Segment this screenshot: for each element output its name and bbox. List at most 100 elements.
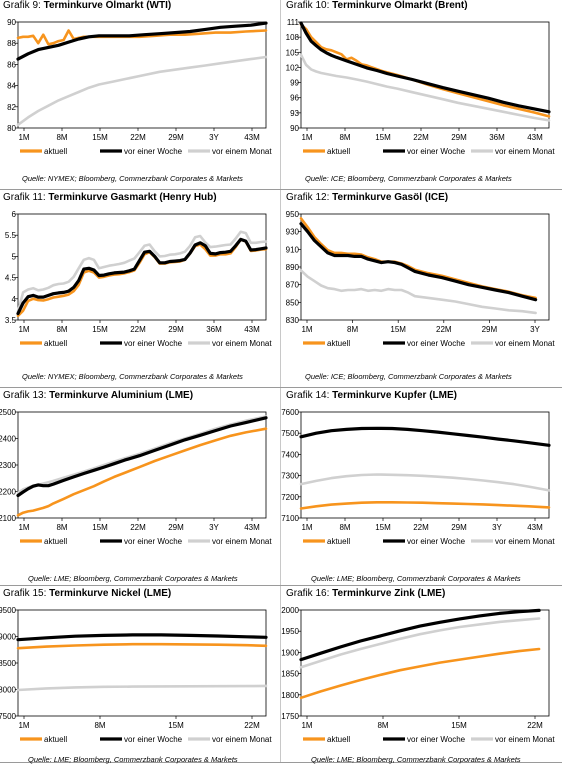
line-chart: 90 93 96 99 102 105 108 111 1M 8M 15M 22M 29M 36M 43M a…: [286, 18, 556, 156]
y-tick-label: 111: [287, 18, 300, 27]
row-divider: [0, 189, 562, 190]
x-tick-label: 29M: [482, 325, 498, 334]
x-tick-label: 36M: [206, 325, 222, 334]
y-tick-label: 19000: [0, 633, 17, 642]
y-tick-label: 830: [286, 316, 300, 325]
y-tick-label: 105: [286, 48, 300, 57]
plot-frame: [17, 213, 267, 321]
y-tick-label: 99: [290, 79, 299, 88]
x-tick-label: 43M: [527, 133, 543, 142]
x-tick-label: 1M: [301, 133, 312, 142]
y-tick-label: 850: [286, 298, 300, 307]
line-chart: 3.5 4 4.5 5 5.5 6 1M 8M 15M 22M 29M 36M 43M aktuell vo…: [5, 210, 272, 348]
x-tick-label: 29M: [168, 325, 184, 334]
plot-frame: [17, 609, 267, 717]
x-tick-label: 1M: [18, 523, 29, 532]
legend-label: vor einem Monat: [495, 339, 555, 348]
series-line-woche: [16, 21, 268, 61]
x-tick-label: 36M: [489, 133, 505, 142]
chart-title-text: Terminkurve Zink (LME): [332, 588, 446, 599]
chart-title-text: Terminkurve Gasöl (ICE): [332, 192, 449, 203]
x-tick-label: 1M: [18, 325, 29, 334]
series-line-woche: [299, 608, 541, 662]
legend-label: vor einem Monat: [495, 537, 555, 546]
chart-title-text: Terminkurve Nickel (LME): [49, 588, 172, 599]
series-line-woche: [299, 426, 551, 447]
chart-title: Grafik 14: Terminkurve Kupfer (LME): [286, 390, 457, 401]
column-divider: [280, 0, 281, 763]
legend-label: vor einer Woche: [407, 537, 466, 546]
y-tick-label: 6: [12, 210, 17, 219]
chart-title: Grafik 15: Terminkurve Nickel (LME): [3, 588, 171, 599]
chart-source: Quelle: LME; Bloomberg, Commerzbank Corp…: [311, 755, 521, 764]
chart-source: Quelle: ICE; Bloomberg, Commerzbank Corp…: [305, 174, 512, 183]
x-tick-label: 15M: [451, 721, 467, 730]
series-line-monat: [299, 269, 537, 315]
y-tick-label: 2400: [0, 435, 17, 444]
x-tick-label: 3Y: [530, 325, 540, 334]
y-tick-label: 7600: [281, 408, 299, 417]
chart-number: Grafik 10:: [286, 0, 333, 11]
chart-panel: Grafik 9: Terminkurve Ölmarkt (WTI) 80 82 8…: [0, 0, 279, 190]
y-tick-label: 2000: [281, 606, 299, 615]
chart-panel: Grafik 15: Terminkurve Nickel (LME) 17500…: [0, 588, 279, 778]
legend-label: aktuell: [44, 339, 67, 348]
legend-label: vor einem Monat: [212, 735, 272, 744]
chart-title: Grafik 11: Terminkurve Gasmarkt (Henry H…: [3, 192, 217, 203]
x-tick-label: 1M: [18, 133, 29, 142]
chart-title: Grafik 10: Terminkurve Ölmarkt (Brent): [286, 0, 468, 11]
chart-title-text: Terminkurve Ölmarkt (WTI): [43, 0, 172, 11]
x-tick-label: 15M: [375, 523, 391, 532]
legend-label: vor einer Woche: [124, 147, 183, 156]
y-tick-label: 82: [7, 103, 16, 112]
x-tick-label: 43M: [244, 523, 260, 532]
series-line-woche: [16, 237, 268, 316]
chart-title-text: Terminkurve Aluminium (LME): [49, 390, 194, 401]
series-line-monat: [16, 684, 268, 692]
chart-panel: Grafik 10: Terminkurve Ölmarkt (Brent) 90…: [283, 0, 562, 190]
y-tick-label: 2200: [0, 488, 17, 497]
series-line-aktuell: [299, 647, 541, 700]
series-line-woche: [299, 222, 538, 302]
row-divider: [0, 585, 562, 586]
series-line-aktuell: [299, 217, 537, 300]
legend-label: aktuell: [44, 537, 67, 546]
y-tick-label: 18500: [0, 659, 17, 668]
y-tick-label: 18000: [0, 686, 17, 695]
y-tick-label: 4.5: [5, 274, 17, 283]
line-chart: 1750 1800 1850 1900 1950 2000 1M 8M 15M 22M aktuel…: [281, 606, 555, 744]
y-tick-label: 108: [286, 33, 300, 42]
chart-source: Quelle: ICE; Bloomberg, Commerzbank Corp…: [305, 372, 512, 381]
series-line-woche: [16, 633, 268, 642]
y-tick-label: 3.5: [5, 316, 17, 325]
x-tick-label: 3Y: [492, 523, 502, 532]
x-tick-label: 8M: [377, 721, 388, 730]
x-tick-label: 1M: [301, 721, 312, 730]
x-tick-label: 8M: [347, 325, 358, 334]
chart-panel: Grafik 16: Terminkurve Zink (LME) 1750 180…: [281, 588, 562, 778]
y-tick-label: 890: [286, 263, 300, 272]
x-tick-label: 22M: [244, 721, 260, 730]
plot-frame: [300, 411, 550, 519]
x-tick-label: 22M: [436, 325, 452, 334]
chart-panel: Grafik 13: Terminkurve Aluminium (LME) 21…: [0, 390, 279, 583]
chart-source: Quelle: LME; Bloomberg, Commerzbank Corp…: [28, 574, 238, 583]
chart-title: Grafik 16: Terminkurve Zink (LME): [286, 588, 445, 599]
y-tick-label: 102: [286, 63, 300, 72]
series-line-monat: [16, 230, 268, 313]
y-tick-label: 90: [7, 18, 16, 27]
y-tick-label: 1750: [281, 712, 299, 721]
legend-label: vor einem Monat: [495, 735, 555, 744]
line-chart: 2100 2200 2300 2400 2500 1M 8M 15M 22M 29M 3Y 43M ak…: [0, 408, 272, 546]
x-tick-label: 3Y: [209, 133, 219, 142]
x-tick-label: 29M: [451, 523, 467, 532]
line-chart: 830 850 870 890 910 930 950 1M 8M 15M 22M 29M 3Y aktu…: [286, 210, 556, 348]
chart-number: Grafik 9:: [3, 0, 44, 11]
legend-label: vor einem Monat: [212, 147, 272, 156]
series-line-aktuell: [16, 427, 268, 517]
series-line-aktuell: [299, 23, 551, 118]
y-tick-label: 930: [286, 228, 300, 237]
legend-label: vor einem Monat: [212, 339, 272, 348]
y-tick-label: 17500: [0, 712, 17, 721]
